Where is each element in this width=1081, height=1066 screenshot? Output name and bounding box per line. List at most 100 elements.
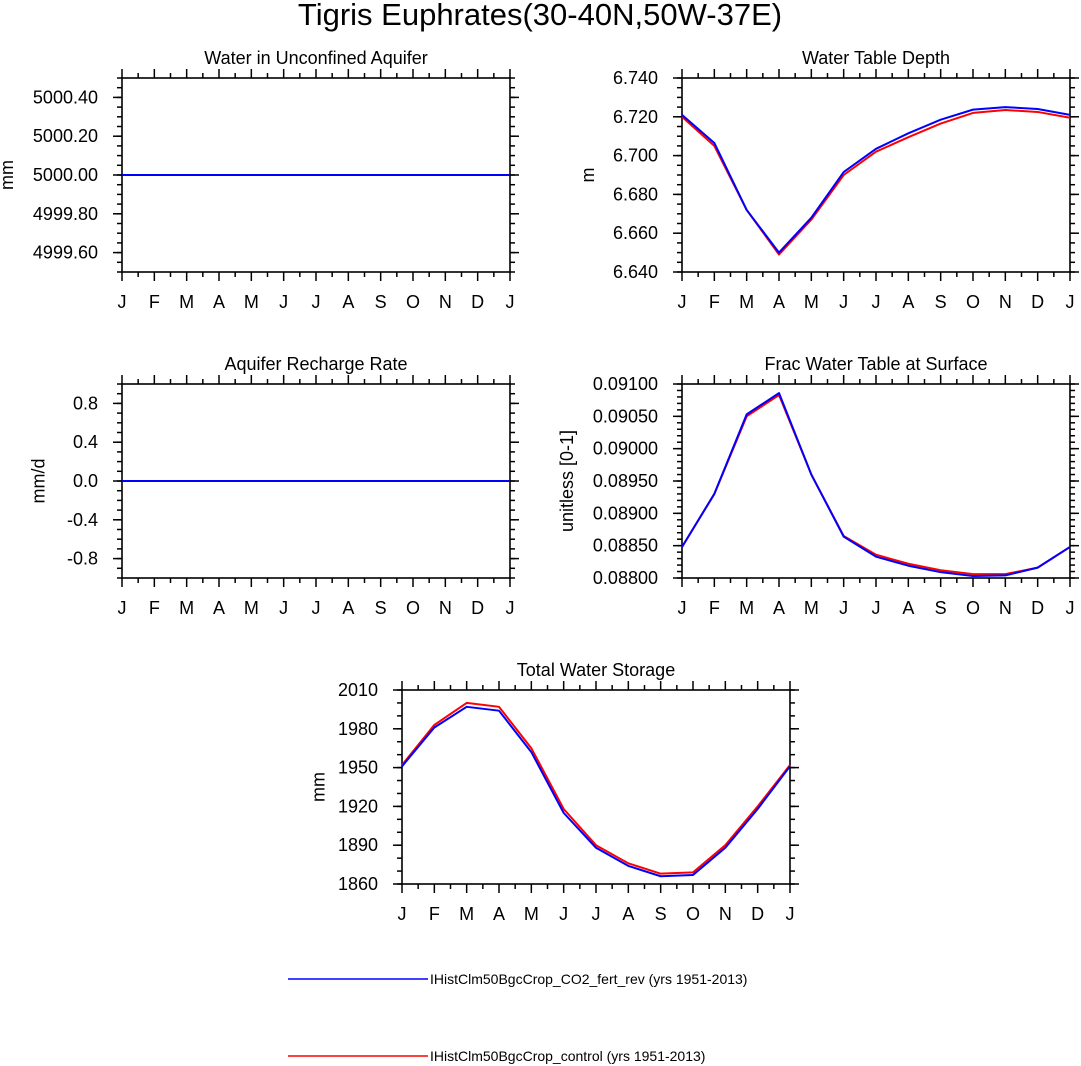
figure-title: Tigris Euphrates(30-40N,50W-37E) (298, 0, 782, 32)
x-tick-label: J (872, 292, 881, 312)
y-tick-label: -0.8 (67, 549, 98, 569)
x-tick-label: J (839, 292, 848, 312)
x-tick-label: S (935, 292, 947, 312)
y-tick-label: 0.8 (73, 393, 98, 413)
plot-frame (681, 383, 1071, 579)
y-axis-label: mm (308, 772, 328, 802)
x-tick-label: O (686, 904, 700, 924)
y-tick-label: 0.08800 (593, 568, 658, 588)
x-tick-label: M (804, 598, 819, 618)
x-tick-label: M (739, 598, 754, 618)
y-tick-label: 6.720 (613, 107, 658, 127)
x-tick-label: M (244, 598, 259, 618)
x-tick-label: J (279, 292, 288, 312)
y-axis-label: mm/d (28, 459, 48, 504)
y-tick-label: 4999.60 (33, 243, 98, 263)
x-tick-label: J (1066, 598, 1075, 618)
x-tick-label: N (439, 292, 452, 312)
legend-label-co2-fert-rev: IHistClm50BgcCrop_CO2_fert_rev (yrs 1951… (430, 971, 747, 987)
y-tick-label: 6.680 (613, 184, 658, 204)
x-tick-label: O (406, 598, 420, 618)
x-tick-label: M (244, 292, 259, 312)
series-line-control (681, 393, 1071, 576)
x-tick-label: F (149, 598, 160, 618)
x-tick-label: N (999, 292, 1012, 312)
x-tick-label: J (592, 904, 601, 924)
x-tick-label: J (839, 598, 848, 618)
x-tick-label: F (149, 292, 160, 312)
x-tick-label: J (506, 598, 515, 618)
x-tick-label: A (773, 598, 785, 618)
plot-frame (401, 689, 791, 885)
series-line-control (401, 701, 791, 875)
y-tick-label: 2010 (338, 680, 378, 700)
panel-title: Frac Water Table at Surface (764, 354, 987, 374)
y-tick-label: 0.4 (73, 432, 98, 452)
x-tick-label: S (935, 598, 947, 618)
x-tick-label: O (406, 292, 420, 312)
y-tick-label: 1920 (338, 796, 378, 816)
x-tick-label: A (213, 598, 225, 618)
x-tick-label: O (966, 292, 980, 312)
x-tick-label: S (655, 904, 667, 924)
y-tick-label: 0.08900 (593, 503, 658, 523)
x-tick-label: N (439, 598, 452, 618)
legend: IHistClm50BgcCrop_CO2_fert_rev (yrs 1951… (288, 971, 747, 1064)
x-tick-label: D (471, 598, 484, 618)
x-tick-label: M (524, 904, 539, 924)
x-tick-label: J (398, 904, 407, 924)
x-tick-label: D (1031, 598, 1044, 618)
series-line-co2-fert-rev (401, 705, 791, 878)
series-line-control (681, 109, 1071, 256)
x-tick-label: A (342, 598, 354, 618)
x-tick-label: M (459, 904, 474, 924)
y-axis-label: m (578, 168, 598, 183)
x-tick-label: S (375, 598, 387, 618)
panel-title: Water in Unconfined Aquifer (204, 48, 427, 68)
x-tick-label: J (678, 598, 687, 618)
legend-label-control: IHistClm50BgcCrop_control (yrs 1951-2013… (430, 1048, 705, 1064)
y-tick-label: 0.09100 (593, 374, 658, 394)
x-tick-label: D (1031, 292, 1044, 312)
y-tick-label: 6.660 (613, 223, 658, 243)
x-tick-label: A (493, 904, 505, 924)
x-tick-label: J (1066, 292, 1075, 312)
x-tick-label: J (118, 598, 127, 618)
x-tick-label: J (312, 598, 321, 618)
x-tick-label: J (279, 598, 288, 618)
x-tick-label: D (751, 904, 764, 924)
y-tick-label: 1980 (338, 719, 378, 739)
y-axis-label: unitless [0-1] (557, 430, 577, 532)
x-tick-label: A (773, 292, 785, 312)
x-tick-label: J (506, 292, 515, 312)
y-tick-label: 5000.20 (33, 126, 98, 146)
y-axis-label: mm (0, 160, 17, 190)
y-tick-label: 6.740 (613, 68, 658, 88)
y-tick-label: 4999.80 (33, 204, 98, 224)
series-line-co2-fert-rev (681, 106, 1071, 254)
x-tick-label: J (118, 292, 127, 312)
y-tick-label: 5000.00 (33, 165, 98, 185)
x-tick-label: N (999, 598, 1012, 618)
y-tick-label: 6.700 (613, 146, 658, 166)
x-tick-label: A (213, 292, 225, 312)
x-tick-label: F (429, 904, 440, 924)
x-tick-label: M (179, 292, 194, 312)
y-tick-label: 1950 (338, 758, 378, 778)
series-line-co2-fert-rev (681, 392, 1071, 578)
y-tick-label: 0.0 (73, 471, 98, 491)
x-tick-label: A (902, 598, 914, 618)
x-tick-label: F (709, 598, 720, 618)
x-tick-label: J (559, 904, 568, 924)
x-tick-label: J (678, 292, 687, 312)
x-tick-label: J (786, 904, 795, 924)
y-tick-label: 0.09000 (593, 439, 658, 459)
y-tick-label: 5000.40 (33, 87, 98, 107)
x-tick-label: F (709, 292, 720, 312)
x-tick-label: M (739, 292, 754, 312)
x-tick-label: A (902, 292, 914, 312)
x-tick-label: J (872, 598, 881, 618)
